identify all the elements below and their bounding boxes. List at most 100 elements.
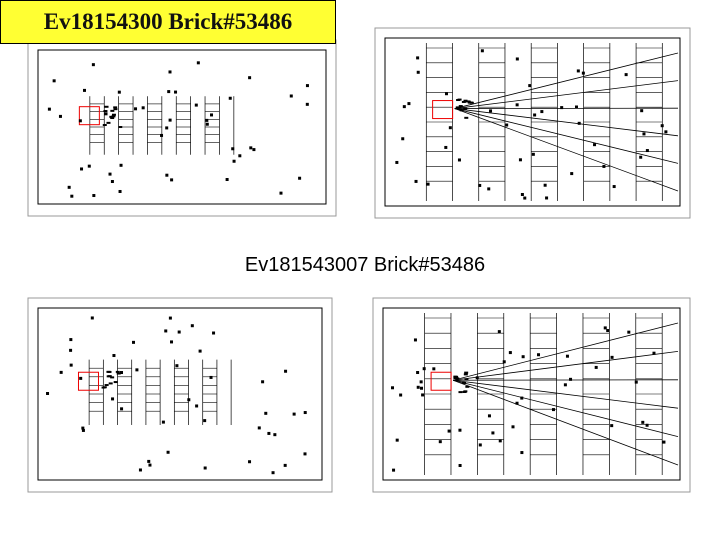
- hit: [271, 471, 275, 475]
- hit-cluster: [107, 370, 112, 373]
- hit: [67, 185, 71, 189]
- hit: [533, 113, 537, 117]
- hit: [457, 158, 461, 162]
- hit: [540, 110, 544, 114]
- hit: [119, 371, 123, 375]
- hit: [46, 391, 50, 395]
- track-line: [452, 379, 679, 466]
- hit: [58, 114, 62, 118]
- hit: [543, 183, 547, 187]
- hit: [537, 353, 541, 357]
- hit: [515, 57, 519, 61]
- hit: [395, 438, 399, 442]
- hit: [91, 63, 95, 67]
- panel-frame: [372, 297, 691, 493]
- hit: [624, 73, 628, 77]
- hit-cluster: [458, 391, 463, 394]
- hit-cluster: [110, 117, 115, 120]
- hit: [111, 397, 115, 401]
- hit: [69, 348, 73, 352]
- plot-area: [384, 37, 681, 207]
- hit-cluster: [109, 115, 114, 118]
- hit: [662, 440, 666, 444]
- hit: [395, 160, 399, 164]
- hit-cluster: [462, 390, 467, 393]
- hit: [87, 164, 91, 168]
- hit: [289, 94, 293, 98]
- hit: [419, 380, 423, 384]
- hit: [264, 411, 268, 415]
- hit-cluster: [102, 124, 107, 127]
- hit: [458, 464, 462, 468]
- hit: [283, 463, 287, 467]
- hit: [576, 69, 580, 73]
- hit: [560, 106, 564, 110]
- hit: [413, 338, 417, 342]
- hit: [401, 137, 405, 141]
- plot-area: [37, 49, 327, 205]
- hit: [391, 386, 395, 390]
- hit: [80, 167, 84, 171]
- hit: [69, 363, 73, 367]
- panel-frame: [27, 297, 333, 493]
- hit-cluster: [461, 100, 466, 103]
- hit: [612, 185, 616, 189]
- hit: [231, 147, 235, 151]
- hit: [489, 109, 493, 113]
- hit: [170, 340, 174, 344]
- hit-cluster: [113, 381, 118, 384]
- hit: [170, 178, 174, 182]
- vertex-box: [78, 106, 100, 126]
- hit: [610, 424, 614, 428]
- hit: [210, 113, 214, 117]
- hit: [487, 414, 491, 418]
- hit: [120, 407, 124, 411]
- hit: [82, 88, 86, 92]
- track-line: [452, 322, 679, 381]
- hit: [187, 398, 191, 402]
- hit-cluster: [111, 113, 116, 116]
- hit: [478, 443, 482, 447]
- hit: [545, 196, 549, 200]
- hit: [399, 393, 403, 397]
- hit-cluster: [102, 386, 107, 389]
- hit: [606, 329, 610, 333]
- hit: [79, 376, 83, 380]
- hit: [174, 90, 178, 94]
- hit: [565, 354, 569, 358]
- hit: [402, 105, 406, 109]
- hit: [190, 324, 194, 328]
- hit: [577, 121, 581, 125]
- hit: [497, 330, 501, 334]
- hit: [407, 102, 411, 106]
- hit: [134, 107, 138, 111]
- hit: [209, 375, 213, 379]
- hit: [523, 196, 527, 200]
- hit: [305, 102, 309, 106]
- hit: [175, 364, 179, 368]
- hit: [164, 329, 168, 333]
- hit: [298, 176, 302, 180]
- hit: [284, 369, 288, 373]
- hit: [652, 351, 656, 355]
- hit: [421, 393, 425, 397]
- hit: [194, 103, 198, 107]
- hit: [416, 371, 420, 375]
- vertex-box: [77, 371, 99, 391]
- track-line: [454, 52, 679, 109]
- hit-cluster: [108, 382, 113, 385]
- hit: [228, 96, 232, 100]
- hit: [515, 401, 519, 405]
- hit-cluster: [113, 108, 118, 111]
- hit: [515, 103, 519, 107]
- hit: [165, 126, 169, 130]
- hit-cluster: [118, 126, 123, 129]
- hit: [110, 180, 114, 184]
- hit: [238, 154, 242, 158]
- hit: [232, 159, 236, 163]
- hit: [458, 428, 462, 432]
- hit: [248, 460, 252, 464]
- hit: [521, 355, 525, 359]
- hit-cluster: [106, 121, 111, 124]
- hit: [112, 354, 116, 358]
